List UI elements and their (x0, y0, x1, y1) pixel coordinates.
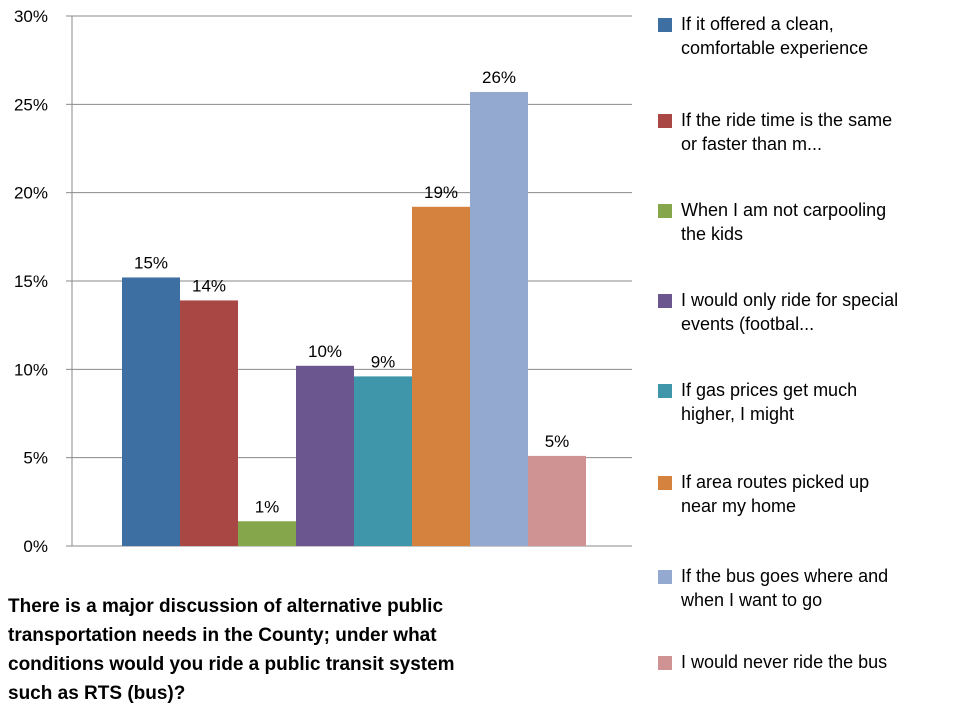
data-label: 5% (545, 432, 570, 451)
legend-label: When I am not carpooling the kids (681, 200, 887, 244)
legend-item: If it offered a clean, comfortable exper… (658, 12, 980, 60)
y-tick-label: 30% (14, 7, 48, 26)
y-tick-label: 5% (23, 449, 48, 468)
legend-item: If the ride time is the same or faster t… (658, 108, 980, 156)
legend-label: I would never ride the bus (681, 652, 888, 672)
legend-item: I would never ride the bus (658, 650, 980, 674)
legend-swatch (658, 384, 672, 398)
legend: If it offered a clean, comfortable exper… (658, 0, 978, 706)
bar (180, 300, 238, 546)
data-label: 15% (134, 253, 168, 272)
bar (528, 455, 586, 546)
bar (296, 365, 354, 546)
legend-item: When I am not carpooling the kids (658, 198, 980, 246)
y-tick-label: 15% (14, 272, 48, 291)
bar (122, 277, 180, 546)
legend-label: If the ride time is the same or faster t… (681, 110, 893, 154)
legend-item: If area routes picked up near my home (658, 470, 980, 518)
legend-swatch (658, 18, 672, 32)
y-tick-label: 0% (23, 537, 48, 556)
legend-swatch (658, 476, 672, 490)
data-label: 14% (192, 276, 226, 295)
legend-swatch (658, 570, 672, 584)
legend-item: If gas prices get much higher, I might (658, 378, 980, 426)
bar (470, 91, 528, 546)
legend-swatch (658, 204, 672, 218)
data-label: 10% (308, 342, 342, 361)
data-label: 9% (371, 352, 396, 371)
legend-label: If it offered a clean, comfortable exper… (681, 14, 869, 58)
legend-swatch (658, 114, 672, 128)
bar (238, 521, 296, 546)
legend-label: If area routes picked up near my home (681, 472, 870, 516)
data-label: 1% (255, 497, 280, 516)
legend-swatch (658, 294, 672, 308)
y-tick-label: 20% (14, 184, 48, 203)
legend-item: I would only ride for special events (fo… (658, 288, 980, 336)
legend-item: If the bus goes where and when I want to… (658, 564, 980, 612)
data-label: 19% (424, 183, 458, 202)
legend-label: I would only ride for special events (fo… (681, 290, 899, 334)
question-text: There is a major discussion of alternati… (8, 596, 455, 704)
y-tick-label: 10% (14, 360, 48, 379)
legend-label: If the bus goes where and when I want to… (681, 566, 889, 610)
legend-label: If gas prices get much higher, I might (681, 380, 858, 424)
y-tick-label: 25% (14, 95, 48, 114)
bar (354, 376, 412, 546)
bar (412, 206, 470, 547)
data-label: 26% (482, 68, 516, 87)
legend-swatch (658, 656, 672, 670)
